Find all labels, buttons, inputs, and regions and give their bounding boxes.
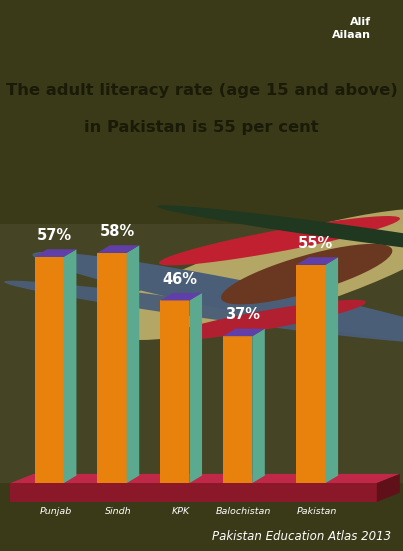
Polygon shape — [10, 483, 377, 502]
Polygon shape — [0, 224, 403, 483]
Text: 58%: 58% — [100, 224, 135, 239]
Polygon shape — [98, 253, 127, 483]
Polygon shape — [164, 300, 366, 341]
Text: 46%: 46% — [162, 272, 197, 287]
Text: Alif
Ailaan: Alif Ailaan — [332, 17, 371, 40]
Text: 55%: 55% — [298, 236, 334, 251]
Polygon shape — [157, 205, 403, 260]
Text: in Pakistan is 55 per cent: in Pakistan is 55 per cent — [84, 120, 319, 135]
Text: Pakistan Education Atlas 2013: Pakistan Education Atlas 2013 — [212, 530, 391, 543]
Polygon shape — [159, 216, 400, 266]
Polygon shape — [10, 474, 400, 483]
Polygon shape — [160, 293, 202, 300]
Text: Punjab: Punjab — [39, 507, 72, 516]
Polygon shape — [377, 474, 400, 502]
Text: Pakistan: Pakistan — [297, 507, 337, 516]
Text: 57%: 57% — [37, 228, 72, 243]
Polygon shape — [189, 293, 202, 483]
Polygon shape — [35, 249, 77, 257]
Polygon shape — [127, 245, 139, 483]
Text: Balochistan: Balochistan — [216, 507, 272, 516]
Polygon shape — [98, 245, 139, 253]
Polygon shape — [32, 252, 403, 347]
Polygon shape — [296, 257, 338, 264]
Polygon shape — [64, 249, 77, 483]
Polygon shape — [160, 300, 189, 483]
Text: KPK: KPK — [172, 507, 190, 516]
Polygon shape — [326, 257, 338, 483]
Polygon shape — [35, 257, 64, 483]
Polygon shape — [221, 244, 393, 305]
Polygon shape — [223, 329, 265, 336]
Polygon shape — [252, 329, 265, 483]
Polygon shape — [4, 280, 403, 343]
Polygon shape — [101, 208, 403, 340]
Text: Sindh: Sindh — [105, 507, 132, 516]
Text: The adult literacy rate (age 15 and above): The adult literacy rate (age 15 and abov… — [6, 83, 397, 98]
Polygon shape — [296, 264, 326, 483]
Text: 37%: 37% — [225, 307, 260, 322]
Polygon shape — [223, 336, 252, 483]
